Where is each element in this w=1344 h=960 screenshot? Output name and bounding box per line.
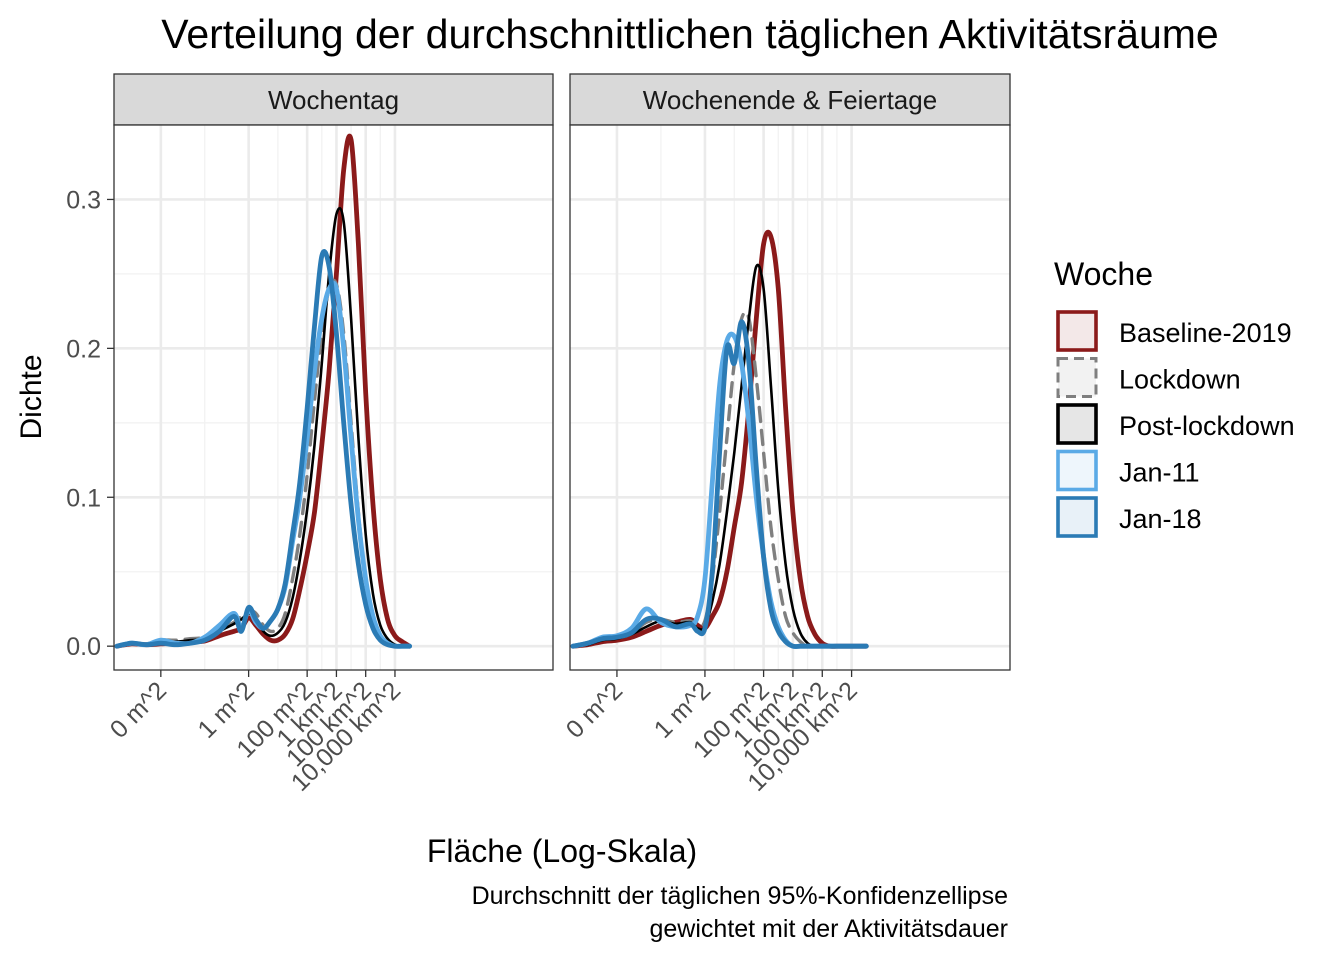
facet-strip-label: Wochenende & Feiertage [643,85,937,115]
legend-label: Post-lockdown [1119,411,1295,441]
legend-key [1056,496,1098,538]
legend-items: Baseline-2019 Lockdown Post-lockdown Jan-11… [1056,310,1295,538]
x-tick-label: 0 m^2 [105,676,172,743]
legend-label: Jan-11 [1119,458,1200,488]
legend-item: Lockdown [1056,357,1241,398]
panel-border [113,124,554,671]
legend-key [1056,310,1098,352]
x-tick-label: 0 m^2 [561,676,628,743]
legend-key [1056,403,1098,445]
legend-key [1056,449,1098,492]
y-tick-label: 0.1 [66,484,101,512]
x-axis-title: Fläche (Log-Skala) [427,833,697,869]
caption-line-2: gewichtet mit der Aktivitätsdauer [650,915,1009,943]
legend: Woche Baseline-2019 Lockdown Post-lockdown… [1054,256,1295,538]
chart-title: Verteilung der durchschnittlichen täglic… [161,11,1218,57]
legend-key [1056,357,1098,398]
y-axis-title: Dichte [15,354,48,439]
legend-label: Lockdown [1119,365,1241,395]
y-tick-label: 0.3 [66,186,101,214]
panel-background [114,125,553,670]
facet-strip [113,73,554,126]
legend-title: Woche [1054,256,1153,292]
legend-item: Baseline-2019 [1056,310,1292,352]
legend-label: Jan-18 [1119,504,1202,534]
legend-label: Baseline-2019 [1119,318,1292,348]
legend-item: Jan-11 [1056,449,1200,492]
series-line-jan-18 [570,319,869,649]
facet-strip [569,73,1011,126]
y-tick-label: 0.2 [66,335,101,363]
y-tick-label: 0.0 [66,633,101,661]
caption-line-1: Durchschnitt der täglichen 95%-Konfidenz… [472,882,1008,910]
legend-item: Post-lockdown [1056,403,1295,445]
series-line-jan-18 [114,249,412,649]
legend-item: Jan-18 [1056,496,1202,538]
panel-border [569,124,1011,671]
facet-strip-label: Wochentag [268,85,399,115]
panel-background [570,125,1010,670]
